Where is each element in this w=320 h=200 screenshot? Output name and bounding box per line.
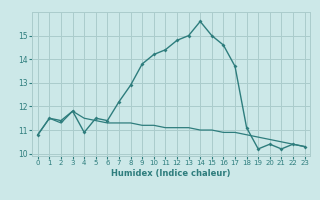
X-axis label: Humidex (Indice chaleur): Humidex (Indice chaleur) bbox=[111, 169, 231, 178]
